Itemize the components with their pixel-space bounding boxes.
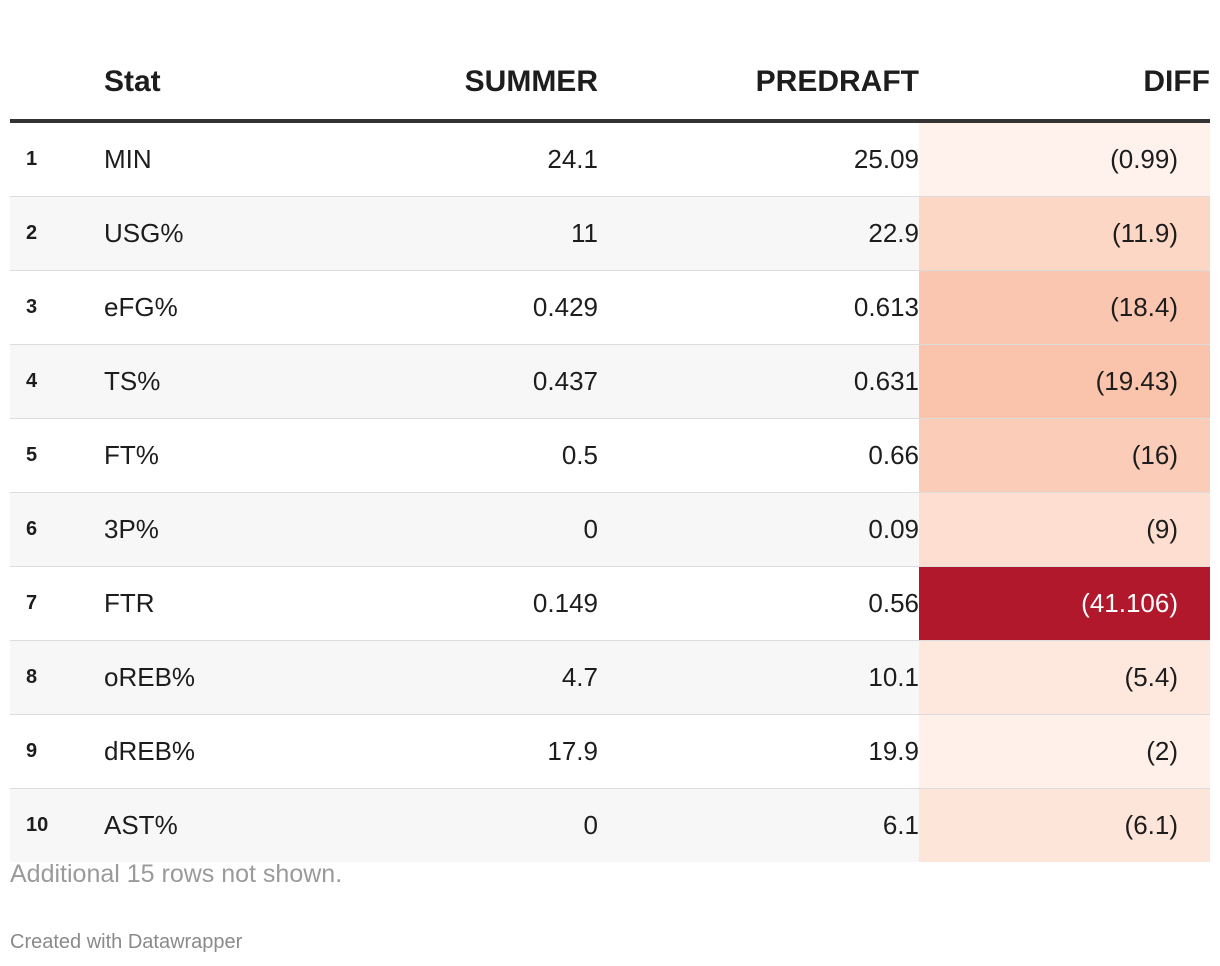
header-predraft[interactable]: PREDRAFT bbox=[598, 0, 919, 123]
diff-cell: (9) bbox=[919, 492, 1210, 567]
table-body: 1 MIN 24.1 25.09 (0.99) 2 USG% 11 22.9 (11.9) 3 eFG… bbox=[10, 121, 1210, 862]
summer-cell: 0.429 bbox=[304, 270, 598, 345]
predraft-cell: 19.9 bbox=[598, 714, 919, 789]
predraft-cell: 0.56 bbox=[598, 566, 919, 641]
row-index: 9 bbox=[10, 714, 104, 789]
predraft-cell: 22.9 bbox=[598, 196, 919, 271]
stat-cell: MIN bbox=[104, 121, 304, 197]
row-index: 7 bbox=[10, 566, 104, 641]
summer-cell: 0.437 bbox=[304, 344, 598, 419]
summer-cell: 0.149 bbox=[304, 566, 598, 641]
header-stat[interactable]: Stat bbox=[104, 0, 304, 123]
table-row: 8 oREB% 4.7 10.1 (5.4) bbox=[10, 640, 1210, 715]
header-index bbox=[10, 0, 104, 123]
table-row: 2 USG% 11 22.9 (11.9) bbox=[10, 196, 1210, 271]
row-index: 2 bbox=[10, 196, 104, 271]
stat-cell: USG% bbox=[104, 196, 304, 271]
table-row: 5 FT% 0.5 0.66 (16) bbox=[10, 418, 1210, 493]
stat-cell: FT% bbox=[104, 418, 304, 493]
stat-cell: AST% bbox=[104, 788, 304, 862]
table-row: 10 AST% 0 6.1 (6.1) bbox=[10, 788, 1210, 862]
diff-cell: (41.106) bbox=[919, 566, 1210, 641]
diff-cell: (6.1) bbox=[919, 788, 1210, 862]
stat-cell: dREB% bbox=[104, 714, 304, 789]
table-row: 1 MIN 24.1 25.09 (0.99) bbox=[10, 121, 1210, 197]
predraft-cell: 0.66 bbox=[598, 418, 919, 493]
predraft-cell: 10.1 bbox=[598, 640, 919, 715]
stat-cell: FTR bbox=[104, 566, 304, 641]
row-index: 4 bbox=[10, 344, 104, 419]
summer-cell: 0.5 bbox=[304, 418, 598, 493]
diff-cell: (18.4) bbox=[919, 270, 1210, 345]
table-row: 4 TS% 0.437 0.631 (19.43) bbox=[10, 344, 1210, 419]
stats-table: Stat SUMMER PREDRAFT DIFF 1 MIN 24.1 25.09(… bbox=[10, 0, 1210, 862]
row-index: 8 bbox=[10, 640, 104, 715]
stat-cell: eFG% bbox=[104, 270, 304, 345]
header-summer[interactable]: SUMMER bbox=[304, 0, 598, 123]
table-row: 9 dREB% 17.9 19.9 (2) bbox=[10, 714, 1210, 789]
rows-not-shown-note: Additional 15 rows not shown. bbox=[10, 860, 343, 888]
datawrapper-credit[interactable]: Created with Datawrapper bbox=[10, 931, 243, 953]
diff-cell: (5.4) bbox=[919, 640, 1210, 715]
predraft-cell: 25.09 bbox=[598, 121, 919, 197]
summer-cell: 0 bbox=[304, 788, 598, 862]
row-index: 3 bbox=[10, 270, 104, 345]
stat-cell: oREB% bbox=[104, 640, 304, 715]
summer-cell: 17.9 bbox=[304, 714, 598, 789]
diff-cell: (0.99) bbox=[919, 121, 1210, 197]
stat-cell: TS% bbox=[104, 344, 304, 419]
diff-cell: (11.9) bbox=[919, 196, 1210, 271]
row-index: 5 bbox=[10, 418, 104, 493]
table-row: 6 3P% 0 0.09 (9) bbox=[10, 492, 1210, 567]
predraft-cell: 0.613 bbox=[598, 270, 919, 345]
summer-cell: 0 bbox=[304, 492, 598, 567]
table-wrapper: Stat SUMMER PREDRAFT DIFF 1 MIN 24.1 25.09(… bbox=[10, 0, 1210, 862]
row-index: 6 bbox=[10, 492, 104, 567]
diff-cell: (16) bbox=[919, 418, 1210, 493]
table-header-row: Stat SUMMER PREDRAFT DIFF bbox=[10, 0, 1210, 123]
header-diff[interactable]: DIFF bbox=[919, 0, 1210, 123]
row-index: 1 bbox=[10, 121, 104, 197]
stat-cell: 3P% bbox=[104, 492, 304, 567]
summer-cell: 11 bbox=[304, 196, 598, 271]
table-row: 7 FTR 0.149 0.56 (41.106) bbox=[10, 566, 1210, 641]
summer-cell: 24.1 bbox=[304, 121, 598, 197]
summer-cell: 4.7 bbox=[304, 640, 598, 715]
predraft-cell: 0.631 bbox=[598, 344, 919, 419]
row-index: 10 bbox=[10, 788, 104, 862]
predraft-cell: 0.09 bbox=[598, 492, 919, 567]
predraft-cell: 6.1 bbox=[598, 788, 919, 862]
table-row: 3 eFG% 0.429 0.613 (18.4) bbox=[10, 270, 1210, 345]
diff-cell: (19.43) bbox=[919, 344, 1210, 419]
diff-cell: (2) bbox=[919, 714, 1210, 789]
